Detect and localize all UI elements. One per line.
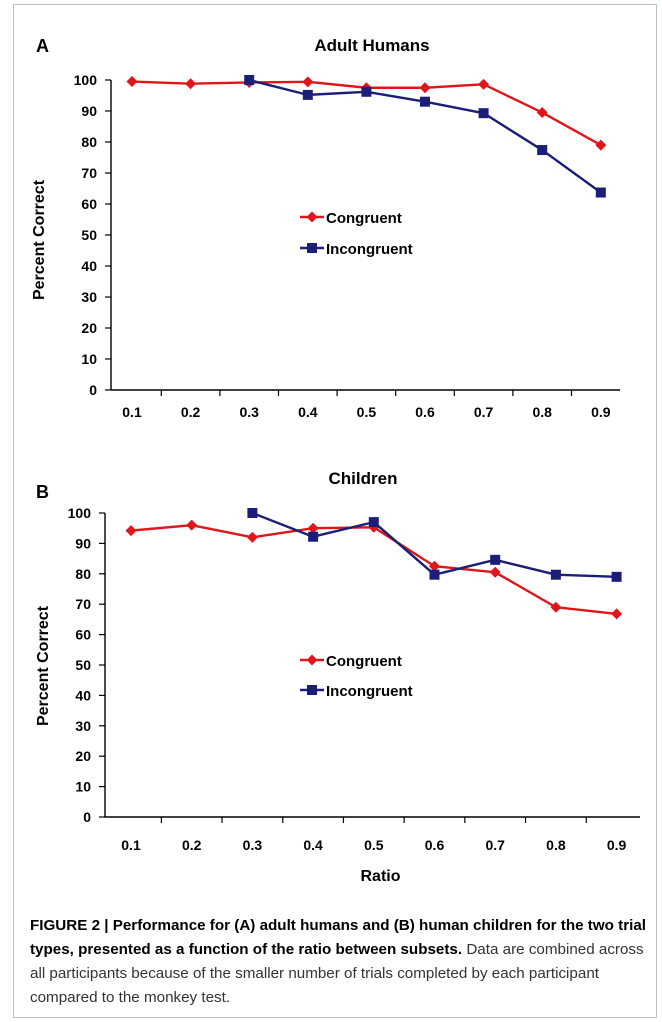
data-point-congruent — [186, 519, 198, 531]
x-tick-label: 0.6 — [425, 837, 445, 853]
legend-label: Congruent — [326, 210, 402, 227]
x-tick-label: 0.6 — [415, 404, 435, 420]
chart-title: Children — [329, 469, 398, 488]
chart-panel-b: B Children 0 10 20 30 40 50 60 70 80 90 100 0.1 0.2 0.3… — [35, 469, 640, 885]
x-tick-label: 0.4 — [303, 837, 323, 853]
data-point-congruent — [478, 78, 490, 90]
data-point-congruent — [595, 139, 607, 151]
figure-caption: FIGURE 2 | Performance for (A) adult hum… — [30, 914, 652, 1010]
data-point-congruent — [489, 566, 501, 578]
y-tick-label: 10 — [75, 779, 91, 795]
legend-marker-square — [307, 243, 317, 253]
data-point-congruent — [302, 76, 314, 88]
x-tick-label: 0.9 — [607, 837, 627, 853]
y-tick-label: 40 — [81, 258, 97, 274]
data-point-congruent — [126, 76, 138, 88]
y-tick-label: 30 — [75, 718, 91, 734]
data-point-incongruent — [302, 89, 313, 100]
data-point-incongruent — [478, 108, 489, 119]
data-point-incongruent — [247, 508, 258, 518]
data-point-congruent — [246, 531, 258, 543]
data-point-congruent — [307, 522, 319, 534]
data-point-congruent — [419, 82, 431, 94]
y-tick-label: 50 — [81, 227, 97, 243]
y-axis-label: Percent Correct — [35, 605, 52, 726]
x-tick-label: 0.7 — [485, 837, 505, 853]
data-point-congruent — [550, 601, 562, 613]
legend-marker-square — [307, 685, 317, 695]
y-tick-label: 70 — [75, 596, 91, 612]
data-point-incongruent — [420, 96, 430, 107]
legend-label: Congruent — [326, 653, 402, 670]
series-line-congruent — [130, 523, 617, 616]
data-point-incongruent — [550, 569, 561, 580]
data-point-incongruent — [611, 571, 622, 582]
chart-title: Adult Humans — [314, 36, 429, 55]
x-axis-label: Ratio — [361, 868, 401, 885]
x-tick-label: 0.4 — [298, 404, 318, 420]
y-tick-label: 90 — [81, 103, 97, 119]
data-point-congruent — [611, 608, 623, 620]
data-point-congruent — [125, 525, 137, 537]
caption-bold: FIGURE 2 | Performance for (A) adult hum… — [30, 917, 647, 958]
y-tick-label: 10 — [81, 351, 97, 367]
figure-frame — [13, 4, 657, 1018]
legend-marker-diamond — [306, 654, 318, 666]
x-tick-label: 0.3 — [243, 837, 263, 853]
caption-text: Data are combined across all participant… — [30, 941, 644, 1006]
x-tick-label: 0.5 — [357, 404, 377, 420]
y-tick-label: 30 — [81, 289, 97, 305]
y-tick-label: 0 — [83, 809, 91, 825]
data-point-incongruent — [490, 554, 501, 565]
y-tick-label: 60 — [75, 627, 91, 643]
y-tick-label: 70 — [81, 165, 97, 181]
data-point-incongruent — [368, 517, 379, 528]
y-tick-label: 80 — [81, 134, 97, 150]
data-point-incongruent — [595, 187, 606, 198]
y-tick-label: 60 — [81, 196, 97, 212]
x-tick-label: 0.8 — [532, 404, 552, 420]
y-tick-label: 90 — [75, 535, 91, 551]
y-tick-label: 0 — [89, 382, 97, 398]
data-point-incongruent — [429, 569, 440, 580]
y-tick-label: 20 — [75, 748, 91, 764]
y-tick-label: 20 — [81, 320, 97, 336]
panel-letter: A — [36, 36, 49, 56]
x-tick-label: 0.3 — [239, 404, 259, 420]
x-tick-label: 0.8 — [546, 837, 566, 853]
legend-marker-diamond — [306, 211, 318, 223]
x-tick-label: 0.2 — [182, 837, 202, 853]
x-tick-label: 0.1 — [122, 404, 142, 420]
data-point-incongruent — [308, 531, 319, 542]
legend-label: Incongruent — [326, 241, 413, 258]
data-point-incongruent — [537, 145, 548, 156]
x-tick-label: 0.1 — [121, 837, 141, 853]
y-axis-label: Percent Correct — [31, 179, 48, 300]
data-point-congruent — [536, 107, 548, 119]
chart-panel-a: A Adult Humans 0 10 20 30 40 50 60 70 80 90 100 0.1 0.… — [31, 36, 620, 420]
y-tick-label: 100 — [68, 505, 92, 521]
panel-letter: B — [36, 482, 49, 502]
data-point-congruent — [429, 560, 440, 572]
legend-label: Incongruent — [326, 683, 413, 700]
x-tick-label: 0.2 — [181, 404, 201, 420]
y-tick-label: 40 — [75, 687, 91, 703]
x-tick-label: 0.9 — [591, 404, 611, 420]
x-tick-label: 0.7 — [474, 404, 494, 420]
data-point-incongruent — [244, 75, 255, 85]
data-point-incongruent — [361, 86, 372, 97]
y-tick-label: 100 — [74, 72, 98, 88]
y-tick-label: 80 — [75, 566, 91, 582]
data-point-congruent — [185, 78, 197, 90]
y-tick-label: 50 — [75, 657, 91, 673]
x-tick-label: 0.5 — [364, 837, 384, 853]
